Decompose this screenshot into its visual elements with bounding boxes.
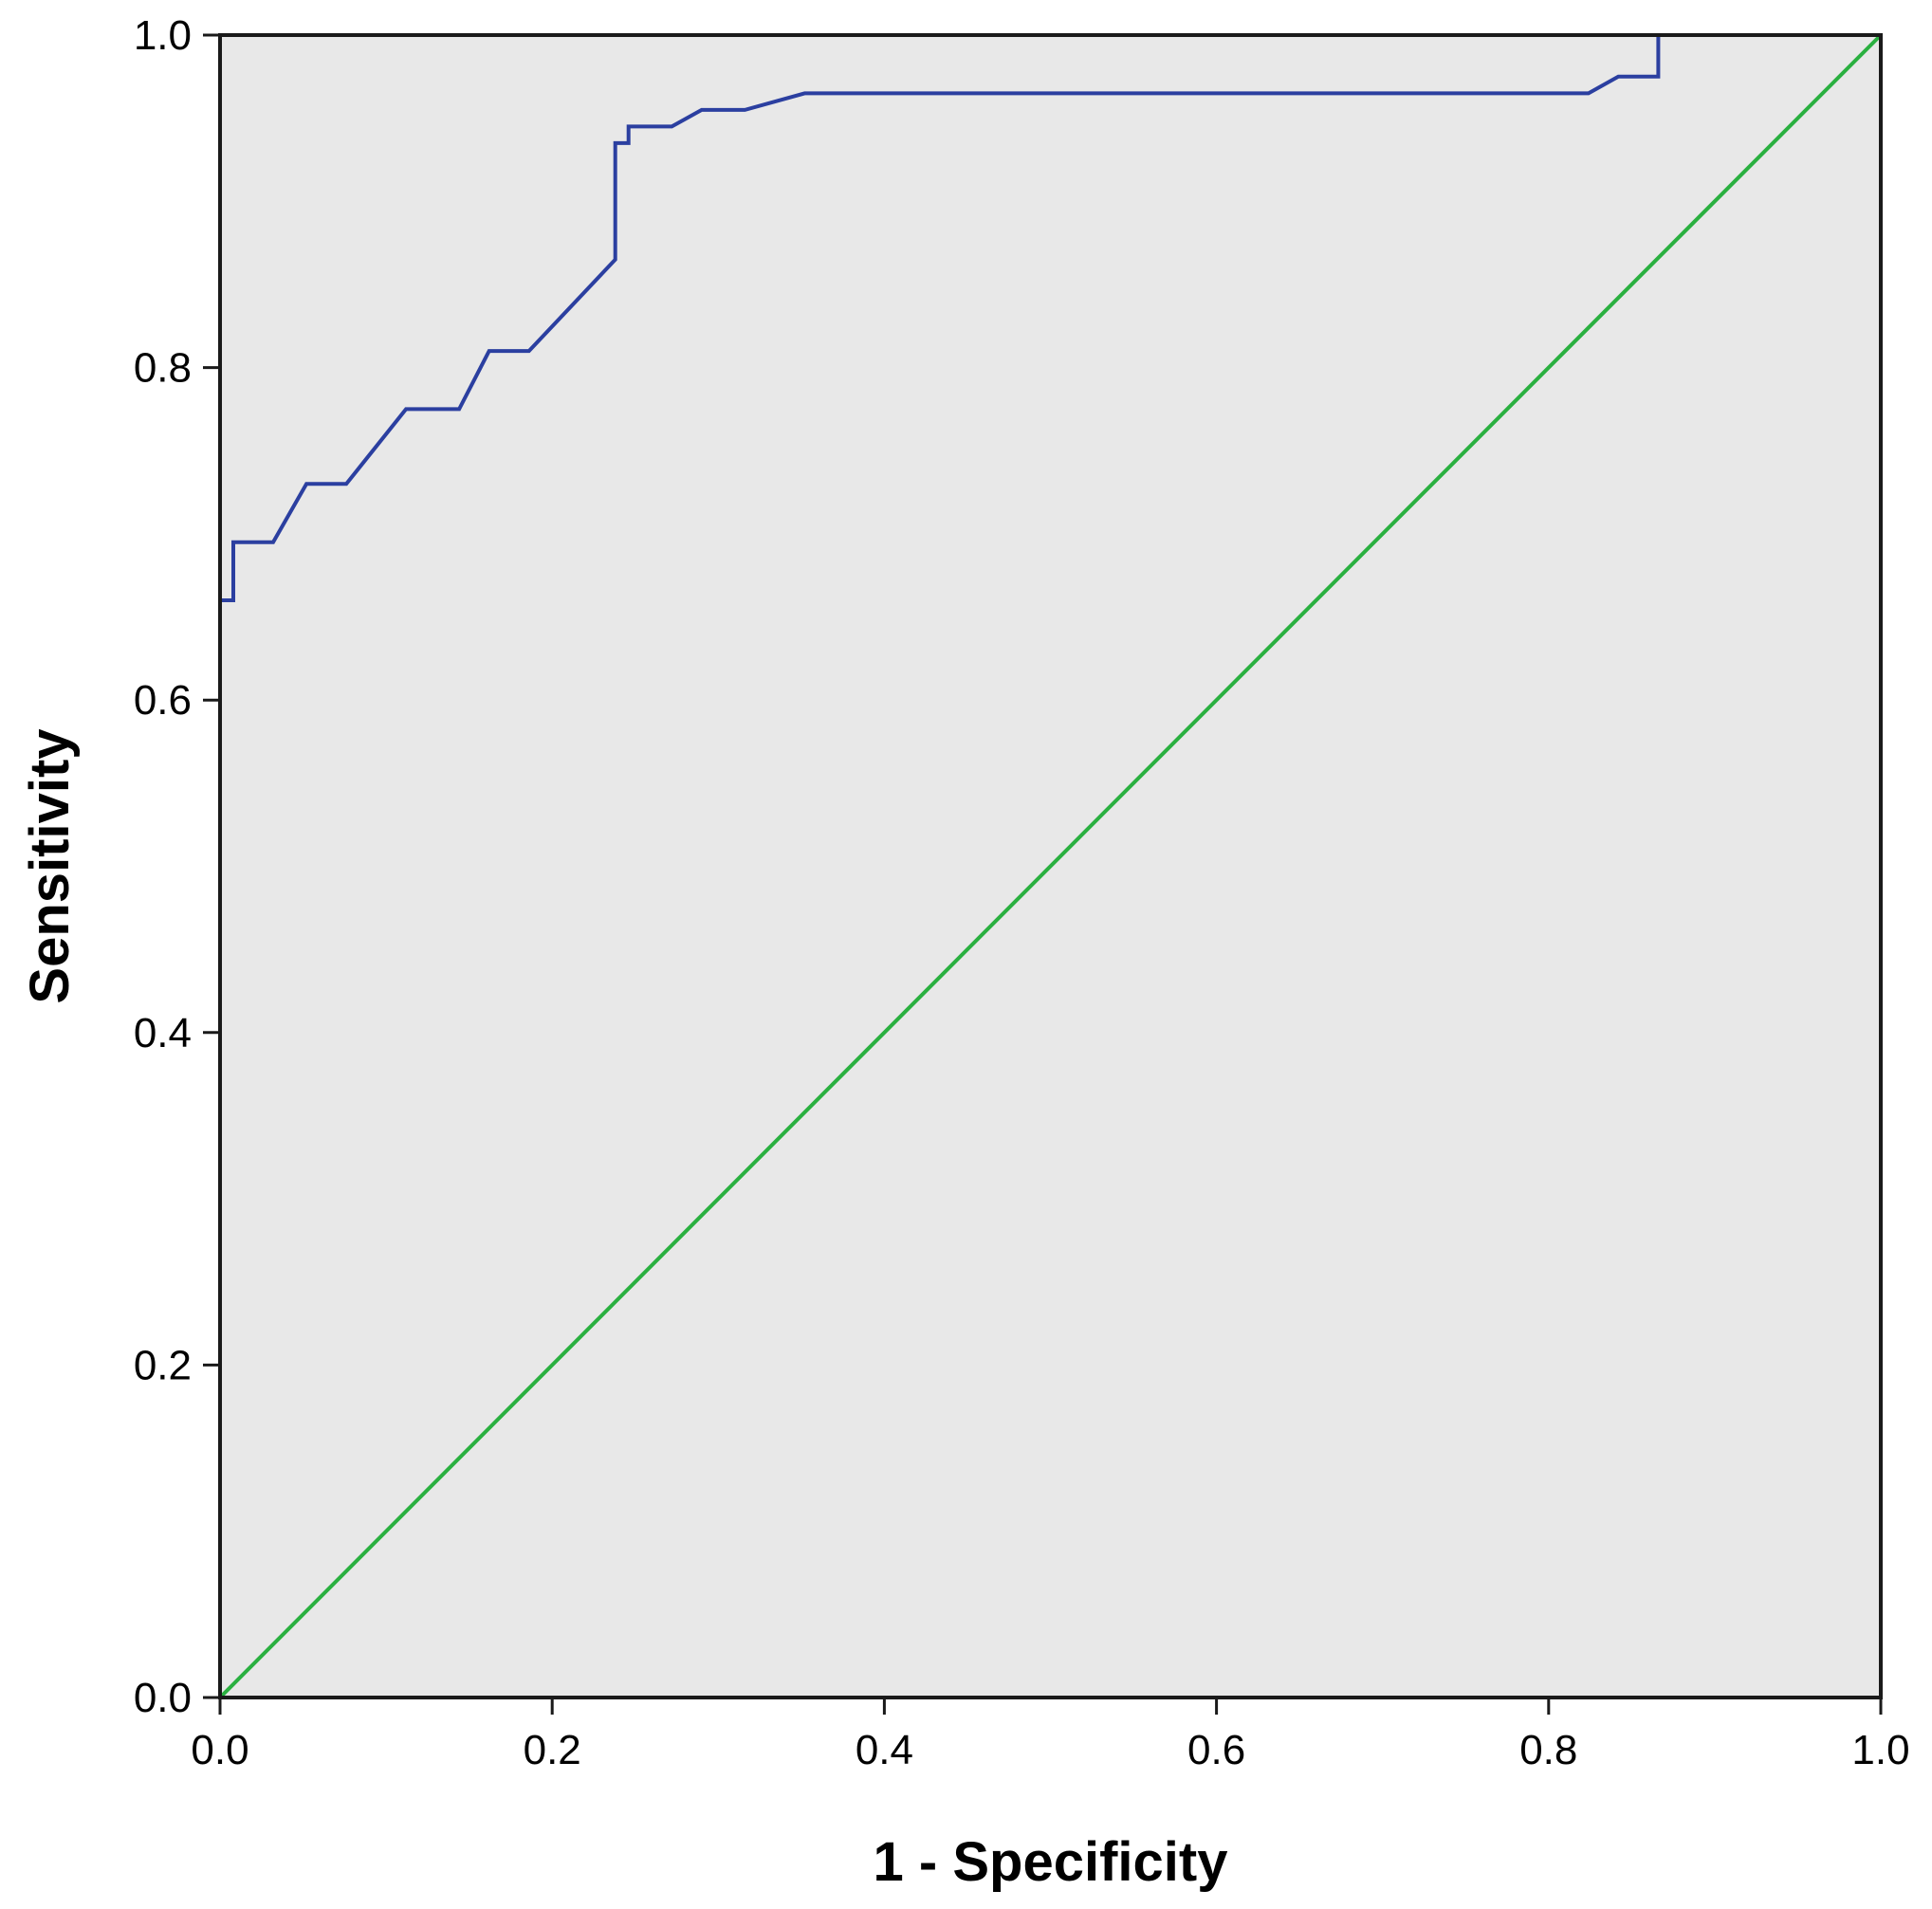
y-tick-label: 0.0 [134,1675,192,1721]
x-tick-label: 0.6 [1187,1727,1245,1773]
y-tick-label: 0.2 [134,1342,192,1388]
y-tick-label: 0.6 [134,677,192,724]
y-tick-label: 0.8 [134,345,192,392]
y-tick-label: 0.4 [134,1010,192,1056]
roc-curve-line [218,33,1881,1698]
x-tick-label: 0.0 [191,1727,248,1773]
y-axis: 0.0 0.2 0.4 0.6 0.8 1.0 [134,12,220,1721]
x-tick-label: 0.2 [524,1727,581,1773]
x-tick-label: 0.8 [1519,1727,1577,1773]
y-axis-title: Sensitivity [19,728,81,1003]
x-axis: 0.0 0.2 0.4 0.6 0.8 1.0 [191,1698,1910,1773]
x-axis-title: 1 - Specificity [874,1831,1228,1893]
plot-frame [218,33,1883,1699]
x-tick-label: 0.4 [856,1727,913,1773]
x-tick-label: 1.0 [1851,1727,1909,1773]
y-tick-label: 1.0 [134,12,192,59]
curves-layer [218,33,1883,1699]
reference-diagonal-line [218,33,1883,1699]
